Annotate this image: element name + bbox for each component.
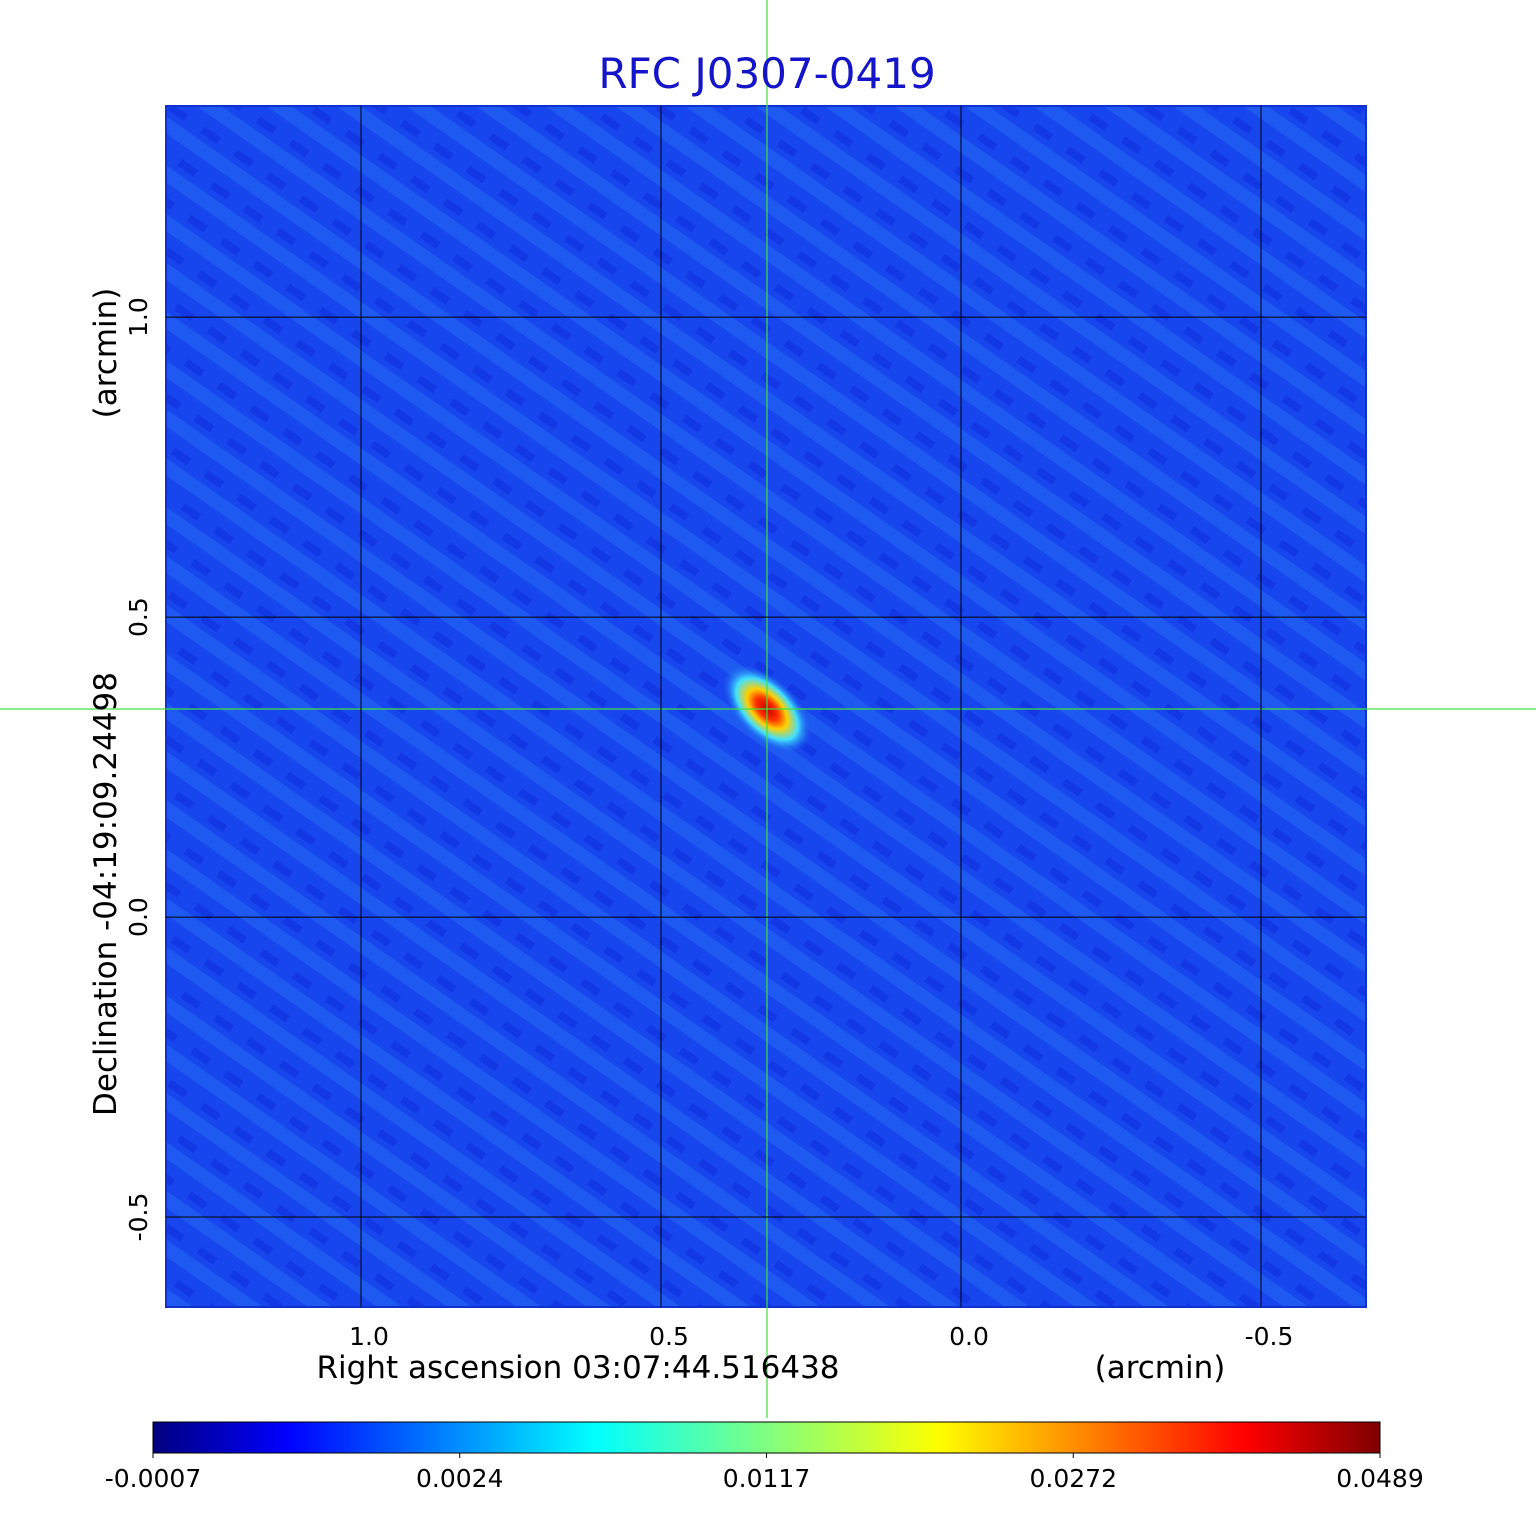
x-axis-unit: (arcmin) [1095, 1350, 1226, 1386]
y-tick-label: 1.0 [124, 297, 153, 337]
y-tick-label: 0.0 [124, 897, 153, 937]
x-tick-label: 1.0 [349, 1322, 389, 1351]
y-axis-unit: (arcmin) [88, 288, 124, 419]
colorbar-tick-label: -0.0007 [105, 1464, 202, 1493]
x-tick-label: -0.5 [1245, 1322, 1294, 1351]
colorbar [152, 1421, 1381, 1454]
colorbar-tick-label: 0.0489 [1336, 1464, 1423, 1493]
y-tick-label: 0.5 [124, 597, 153, 637]
y-tick-label: -0.5 [124, 1193, 153, 1242]
colorbar-tick-label: 0.0024 [416, 1464, 503, 1493]
y-axis-label: Declination -04:19:09.24498 [88, 672, 124, 1116]
colorbar-tick-label: 0.0117 [723, 1464, 810, 1493]
colorbar-tick-label: 0.0272 [1030, 1464, 1117, 1493]
x-tick-label: 0.5 [649, 1322, 689, 1351]
chart-title: RFC J0307-0419 [598, 49, 935, 98]
x-tick-label: 0.0 [949, 1322, 989, 1351]
x-axis-label: Right ascension 03:07:44.516438 [316, 1350, 839, 1386]
